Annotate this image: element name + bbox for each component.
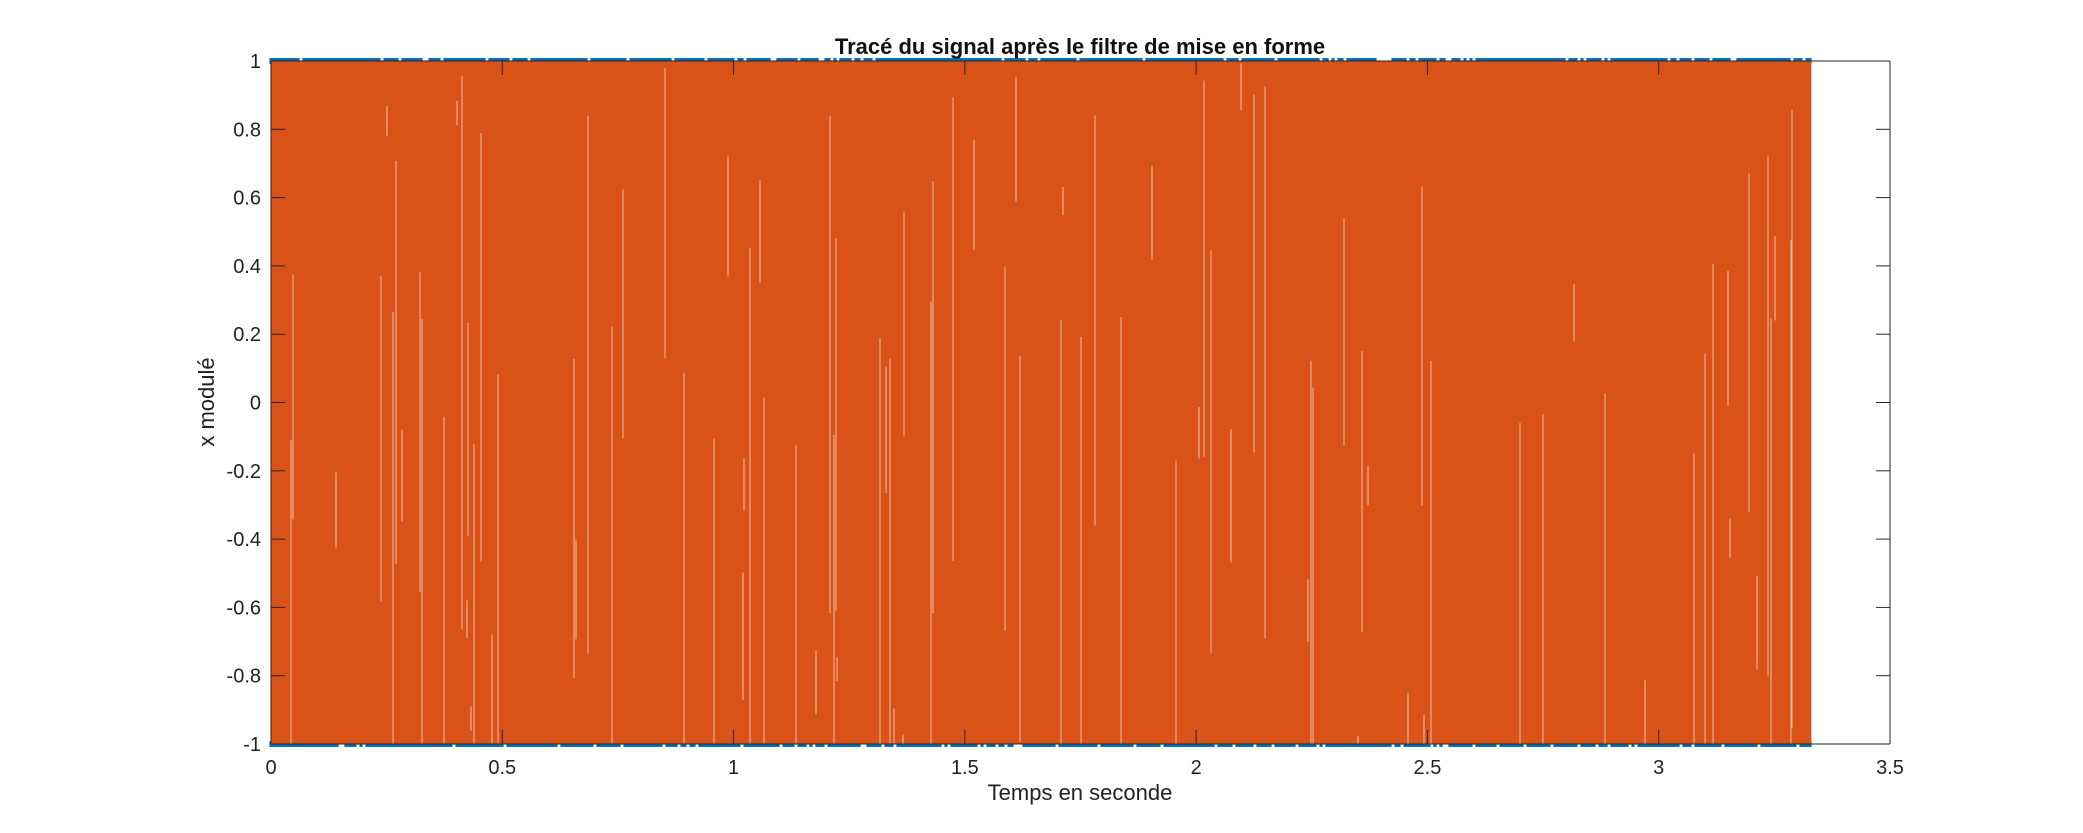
x-ticks: 0 0.5 1 1.5 2 2.5 3 3.5 bbox=[265, 61, 1904, 779]
y-tick-label: -0.4 bbox=[227, 529, 261, 551]
y-tick-label: -0.8 bbox=[227, 666, 261, 688]
y-tick-label: 0.2 bbox=[233, 324, 261, 346]
modulated-signal-fine-gaps bbox=[335, 63, 1776, 744]
y-ticks: -1 -0.8 -0.6 -0.4 -0.2 0 0.2 0.4 0.6 0.8 1 bbox=[227, 51, 1890, 756]
modulated-signal-body bbox=[271, 61, 1812, 744]
y-tick-label: 0.8 bbox=[233, 119, 261, 141]
x-tick-label: 2.5 bbox=[1414, 757, 1442, 779]
x-tick-label: 1 bbox=[728, 757, 739, 779]
y-tick-label: -0.6 bbox=[227, 597, 261, 619]
x-tick-label: 3 bbox=[1653, 757, 1664, 779]
x-tick-label: 2 bbox=[1191, 757, 1202, 779]
y-axis-label: x modulé bbox=[194, 357, 219, 446]
x-axis-label: Temps en seconde bbox=[988, 780, 1173, 805]
series-layer bbox=[269, 58, 1812, 747]
x-tick-label: 1.5 bbox=[951, 757, 979, 779]
y-tick-label: 0 bbox=[250, 393, 261, 415]
chart-title: Tracé du signal après le filtre de mise … bbox=[835, 34, 1325, 59]
x-tick-label: 0 bbox=[265, 757, 276, 779]
y-tick-label: 1 bbox=[250, 51, 261, 73]
x-tick-label: 0.5 bbox=[488, 757, 516, 779]
series-modulated bbox=[271, 61, 1812, 744]
x-tick-label: 3.5 bbox=[1876, 757, 1904, 779]
y-tick-label: -1 bbox=[243, 734, 261, 756]
modulated-signal-gaps bbox=[290, 68, 1793, 744]
y-tick-label: -0.2 bbox=[227, 461, 261, 483]
y-tick-label: 0.6 bbox=[233, 188, 261, 210]
y-tick-label: 0.4 bbox=[233, 256, 261, 278]
